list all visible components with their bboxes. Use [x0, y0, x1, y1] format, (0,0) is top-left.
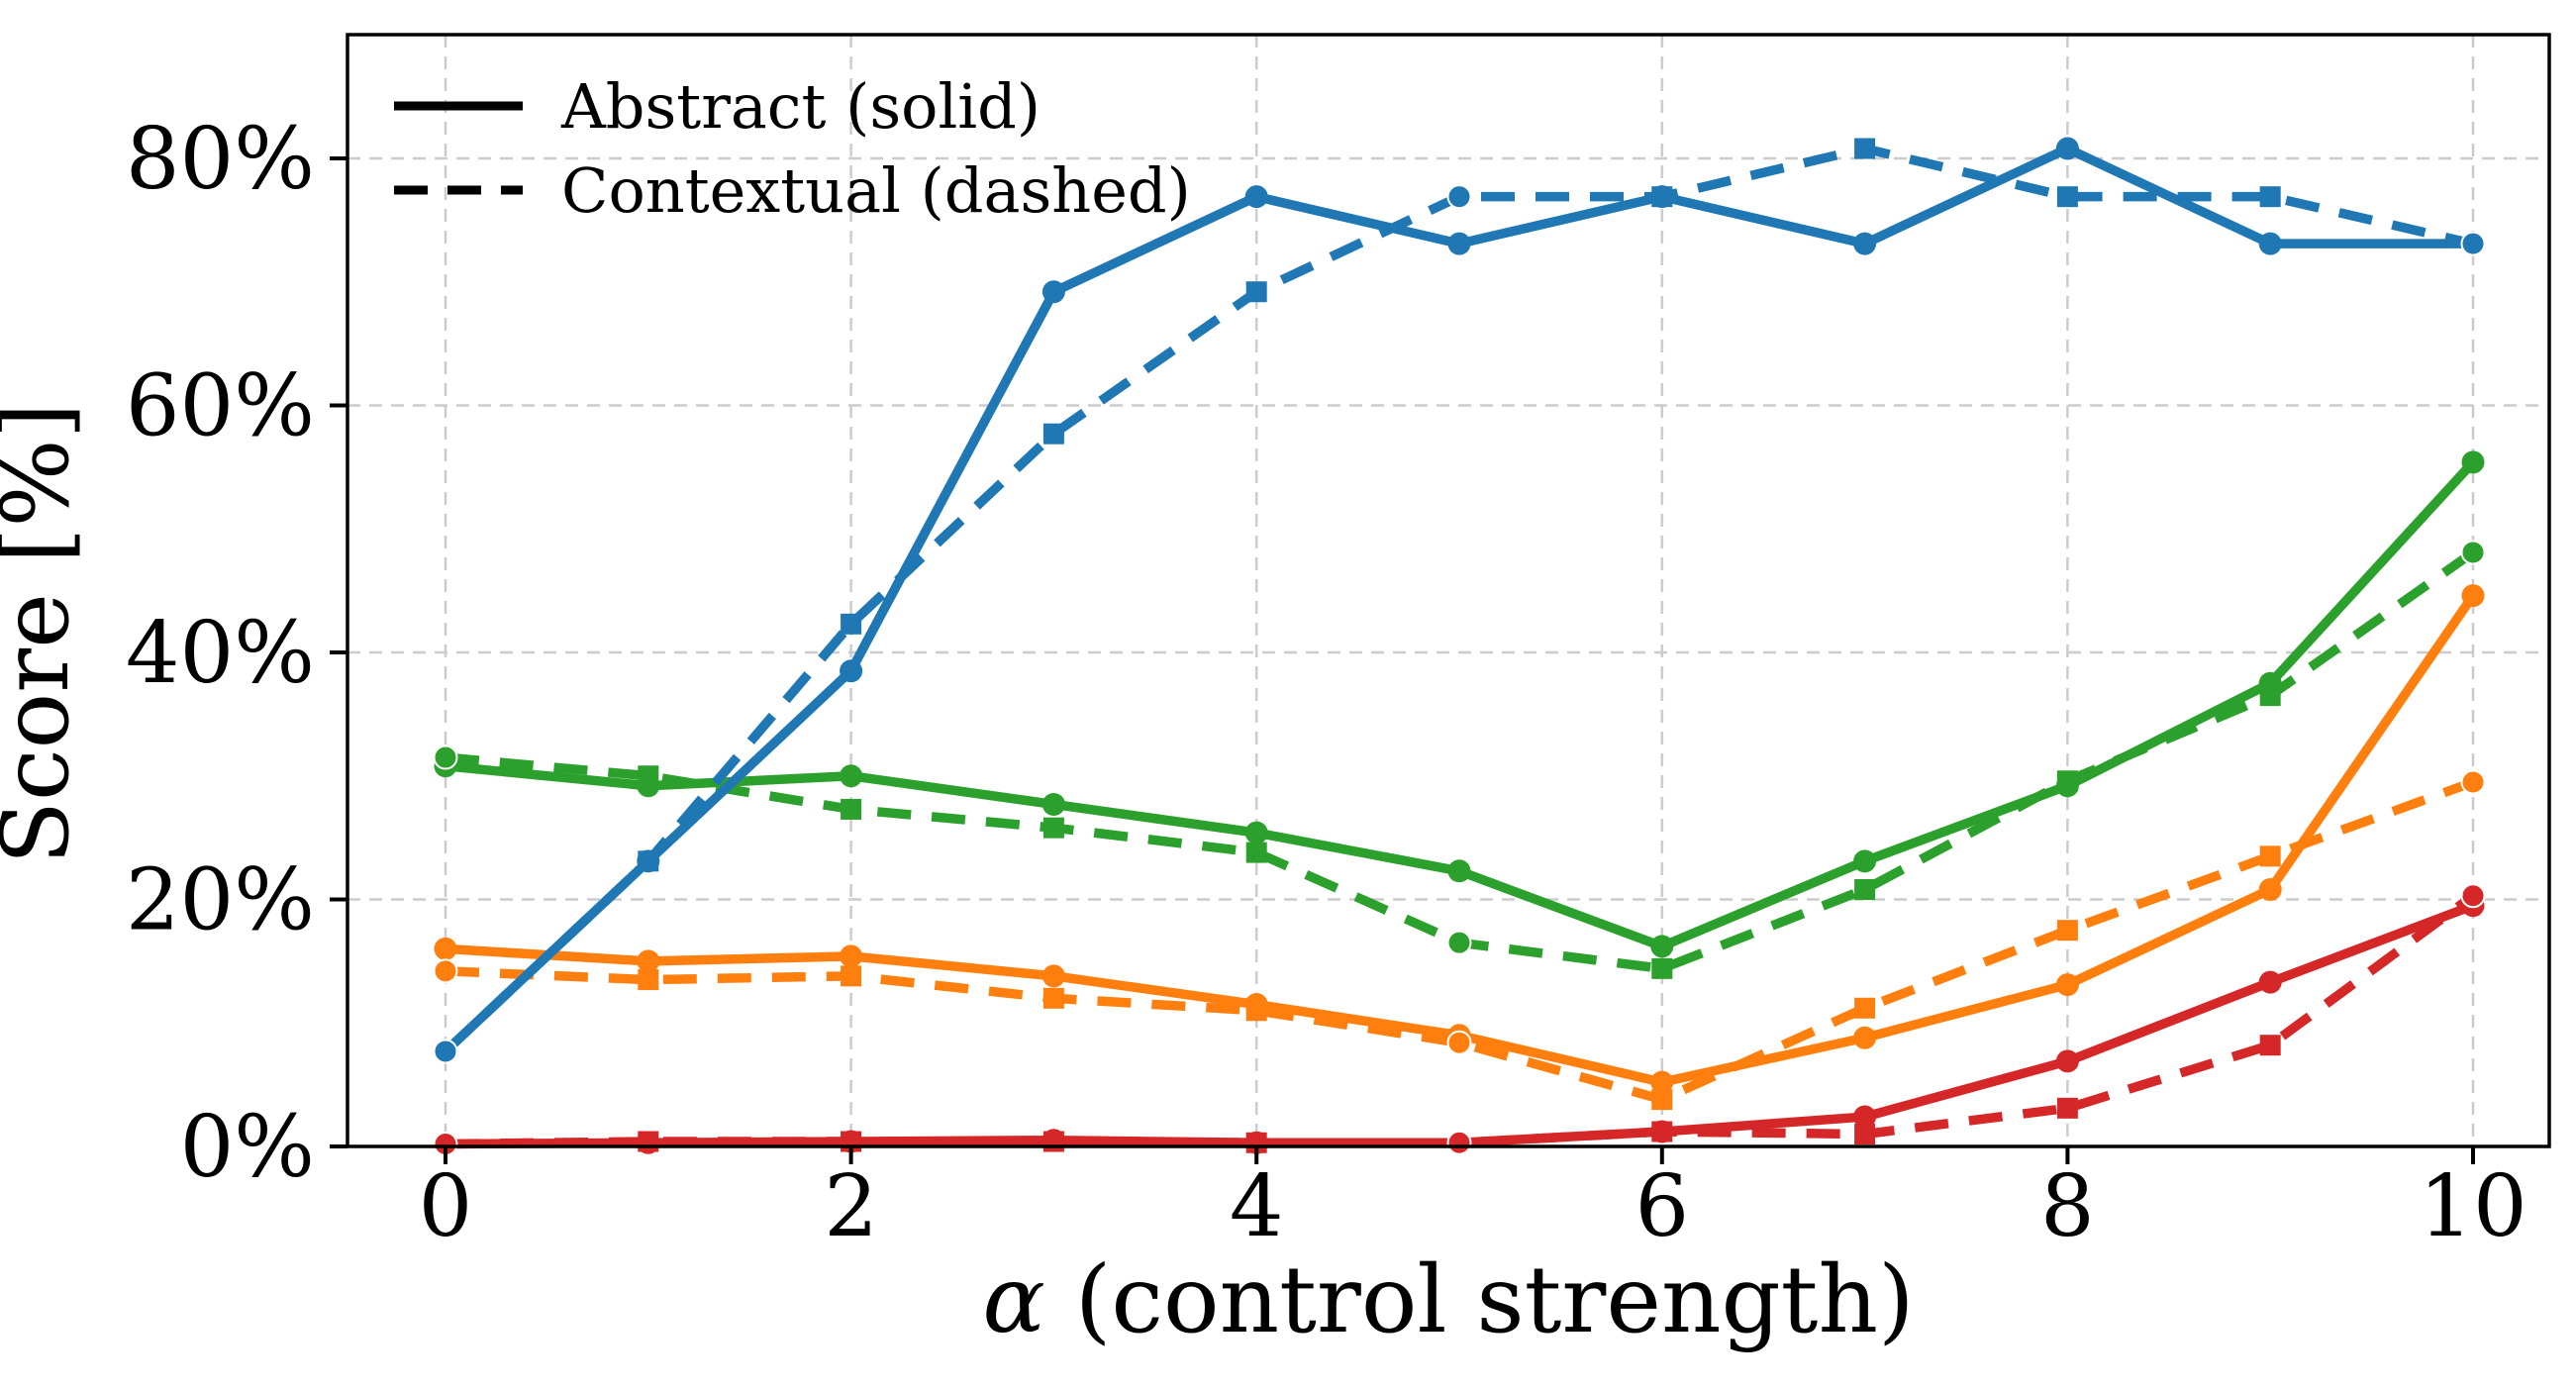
data-point-marker-blue-abstract	[840, 659, 863, 683]
data-point-marker-red-contextual	[2460, 883, 2486, 909]
legend: Abstract (solid) Contextual (dashed)	[394, 70, 1191, 227]
x-tick-label: 0	[419, 1157, 473, 1256]
data-point-marker-blue-contextual	[1245, 281, 1267, 303]
data-point-marker-red-contextual	[638, 1131, 659, 1152]
data-point-marker-orange-contextual	[2460, 769, 2486, 795]
data-point-marker-green-abstract	[1447, 859, 1471, 883]
data-point-marker-orange-contextual	[841, 965, 862, 987]
data-point-marker-blue-contextual	[1042, 423, 1064, 445]
x-tick-label: 4	[1230, 1157, 1284, 1256]
data-point-marker-red-abstract	[1853, 1105, 1877, 1129]
data-point-marker-orange-contextual	[1042, 987, 1064, 1009]
data-point-marker-green-abstract	[2461, 450, 2485, 474]
data-point-marker-orange-abstract	[840, 944, 863, 968]
data-point-marker-orange-contextual	[1446, 1030, 1472, 1055]
data-point-marker-orange-abstract	[434, 937, 457, 960]
data-point-marker-orange-abstract	[2461, 584, 2485, 608]
series-line-orange-contextual	[445, 777, 2475, 1105]
data-point-marker-blue-contextual	[2460, 231, 2486, 256]
legend-label-contextual: Contextual (dashed)	[561, 154, 1191, 227]
tick-layer: 0% 20% 40% 60% 80% 0 2 4 6 8 10	[126, 110, 2527, 1256]
y-tick-label: 60%	[126, 357, 315, 456]
x-tick-label: 10	[2419, 1157, 2526, 1256]
data-point-marker-blue-contextual	[1651, 186, 1673, 208]
data-point-marker-blue-contextual	[1854, 138, 1876, 159]
data-point-marker-red-contextual	[1854, 1124, 1876, 1145]
series-line-blue-abstract	[441, 144, 2478, 1056]
plot-frame	[346, 33, 2551, 1148]
data-point-marker-blue-contextual	[2259, 186, 2281, 208]
data-point-marker-red-contextual	[1042, 1131, 1064, 1152]
data-point-marker-red-abstract	[2258, 970, 2282, 994]
data-point-marker-green-abstract	[1244, 821, 1268, 844]
data-point-marker-blue-contextual	[638, 850, 659, 872]
data-point-marker-orange-contextual	[2056, 920, 2078, 942]
data-point-marker-orange-contextual	[2259, 845, 2281, 867]
data-point-marker-orange-contextual	[1651, 1089, 1673, 1111]
data-point-marker-red-abstract	[2055, 1049, 2079, 1073]
data-point-marker-orange-contextual	[1854, 997, 1876, 1019]
data-point-marker-blue-abstract	[2258, 232, 2282, 255]
data-point-marker-orange-contextual	[1245, 1000, 1267, 1022]
legend-label-abstract: Abstract (solid)	[560, 70, 1040, 143]
data-point-marker-orange-abstract	[2258, 878, 2282, 902]
x-tick-label: 2	[824, 1157, 878, 1256]
data-point-marker-green-contextual	[433, 745, 458, 770]
data-point-marker-green-contextual	[1042, 817, 1064, 839]
x-tick-label: 6	[1635, 1157, 1689, 1256]
data-point-marker-green-abstract	[1650, 935, 1674, 958]
data-point-marker-orange-contextual	[433, 958, 458, 984]
data-point-marker-blue-contextual	[433, 1039, 458, 1064]
data-point-marker-blue-abstract	[1447, 232, 1471, 255]
data-point-marker-orange-abstract	[637, 949, 660, 973]
data-point-marker-green-contextual	[2056, 770, 2078, 792]
data-point-marker-orange-contextual	[638, 969, 659, 991]
data-point-marker-blue-contextual	[2056, 186, 2078, 208]
y-tick-label: 20%	[126, 851, 315, 950]
data-point-marker-green-contextual	[1651, 957, 1673, 979]
data-point-marker-red-contextual	[1446, 1130, 1472, 1155]
data-point-marker-orange-abstract	[2055, 973, 2079, 997]
data-point-marker-red-contextual	[2259, 1035, 2281, 1056]
y-tick-label: 40%	[126, 604, 315, 703]
data-point-marker-blue-contextual	[1446, 184, 1472, 210]
y-tick-label: 0%	[180, 1098, 315, 1197]
data-point-marker-green-contextual	[1854, 879, 1876, 901]
y-axis-label: Score [%]	[0, 403, 90, 865]
data-point-marker-green-contextual	[2460, 540, 2486, 565]
data-point-marker-orange-abstract	[1853, 1026, 1877, 1049]
data-point-marker-green-abstract	[1041, 792, 1065, 816]
x-axis-label: α (control strength)	[982, 1246, 1914, 1354]
axes-frame-layer	[346, 33, 2551, 1148]
x-axis-label-alpha-symbol: α	[982, 1246, 1044, 1354]
data-point-marker-green-contextual	[638, 765, 659, 787]
data-point-marker-blue-abstract	[1244, 185, 1268, 209]
data-point-marker-blue-abstract	[1041, 280, 1065, 304]
data-point-marker-orange-abstract	[1041, 964, 1065, 988]
data-point-marker-green-contextual	[2259, 685, 2281, 707]
data-point-marker-green-contextual	[841, 798, 862, 820]
x-axis-label-text: (control strength)	[1075, 1246, 1915, 1354]
data-series-layer	[433, 137, 2486, 1157]
data-point-marker-blue-contextual	[841, 613, 862, 635]
series-line-orange-abstract	[441, 590, 2478, 1087]
y-tick-label: 80%	[126, 110, 315, 209]
x-tick-label: 8	[2040, 1157, 2095, 1256]
data-point-marker-green-abstract	[840, 764, 863, 788]
data-point-marker-red-contextual	[2056, 1097, 2078, 1119]
series-line-red-contextual	[445, 891, 2476, 1149]
data-point-marker-blue-abstract	[1853, 232, 1877, 255]
data-point-marker-orange-abstract	[1650, 1070, 1674, 1094]
data-point-marker-green-contextual	[1245, 842, 1267, 863]
data-point-marker-red-contextual	[1651, 1121, 1673, 1142]
data-point-marker-green-contextual	[1446, 930, 1472, 955]
data-point-marker-green-abstract	[1853, 849, 1877, 873]
series-line-blue-contextual	[442, 144, 2475, 1055]
data-point-marker-blue-abstract	[2055, 137, 2079, 160]
